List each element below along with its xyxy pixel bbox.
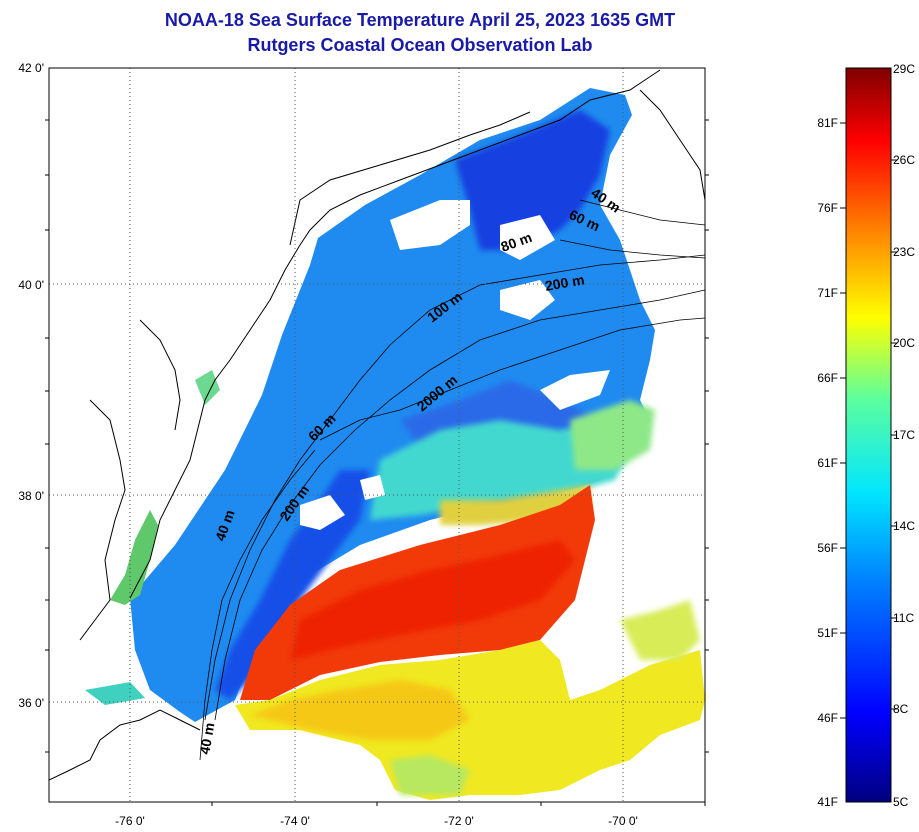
colorbar-f-label: 41F (817, 795, 838, 809)
colorbar-c-label: 23C (893, 245, 915, 259)
colorbar-celsius-labels: 29C 26C 23C 20C 17C 14C 11C 8C 5C (893, 62, 915, 809)
coast-segment (639, 89, 705, 201)
cold-patch-slope (215, 470, 370, 700)
axis-ticks (45, 119, 709, 806)
colorbar-c-label: 20C (893, 336, 915, 350)
colorbar-f-label: 66F (817, 371, 838, 385)
coast-segment (129, 69, 661, 599)
coast-segment (139, 319, 181, 431)
lat-label-42: 42 0' (18, 61, 44, 75)
lat-label-36: 36 0' (18, 696, 44, 710)
colorbar (845, 67, 892, 803)
colorbar-c-label: 5C (893, 795, 909, 809)
colorbar-f-label: 46F (817, 711, 838, 725)
colorbar-f-label: 56F (817, 541, 838, 555)
colorbar-fahrenheit-labels: 81F 76F 71F 66F 61F 56F 51F 46F 41F (817, 116, 838, 809)
lon-label-70: -70 0' (608, 814, 638, 828)
green-patch-south (390, 755, 470, 795)
cloud-gap (540, 370, 610, 410)
colorbar-f-label: 76F (817, 201, 838, 215)
isobath-label: 200 m (544, 271, 586, 294)
isobath-line (204, 254, 705, 721)
map-title: NOAA-18 Sea Surface Temperature April 25… (164, 10, 676, 30)
coast-segment (79, 399, 126, 641)
cloud-gap (360, 475, 385, 500)
sst-raster (85, 88, 705, 800)
colorbar-f-label: 81F (817, 116, 838, 130)
coast-segment (49, 709, 201, 781)
colorbar-f-label: 61F (817, 456, 838, 470)
isobath-line (199, 449, 316, 761)
graticule (49, 68, 705, 802)
colorbar-c-label: 11C (893, 611, 914, 625)
slope-water (370, 420, 630, 520)
warm-patch (250, 680, 470, 740)
isobath-line (559, 239, 705, 259)
delaware-bay (195, 370, 220, 405)
cloud-gap (500, 215, 555, 260)
colorbar-ticks (840, 122, 897, 719)
colorbar-c-label: 17C (893, 428, 915, 442)
albemarle-sound (85, 682, 145, 705)
coastline (49, 69, 705, 781)
gulf-stream-core (290, 540, 575, 660)
chesapeake-bay (110, 510, 158, 605)
coast-segment (289, 111, 531, 246)
colorbar-c-label: 8C (893, 702, 909, 716)
colorbar-f-label: 51F (817, 626, 838, 640)
lon-label-72: -72 0' (444, 814, 474, 828)
colorbar-c-label: 26C (893, 153, 915, 167)
longitude-labels: -76 0' -74 0' -72 0' -70 0' (115, 814, 638, 828)
isobaths (199, 199, 705, 761)
isobath-line (214, 289, 705, 721)
warm-patch-east (620, 600, 700, 660)
cloud-gap (500, 280, 555, 320)
colorbar-c-label: 14C (893, 519, 915, 533)
isobath-label: 40 m (196, 721, 217, 755)
lon-label-74: -74 0' (280, 814, 310, 828)
colorbar-c-label: 29C (893, 62, 915, 76)
isobath-line (579, 199, 705, 226)
cloud-gap (300, 495, 345, 530)
warm-slope-patch (570, 400, 655, 470)
latitude-labels: 42 0' 40 0' 38 0' 36 0' (18, 61, 44, 710)
colorbar-f-label: 71F (817, 286, 838, 300)
lat-label-40: 40 0' (18, 278, 44, 292)
lat-label-38: 38 0' (18, 489, 44, 503)
map-subtitle: Rutgers Coastal Ocean Observation Lab (247, 35, 593, 55)
isobath-line (319, 317, 705, 441)
cloud-gap (390, 200, 470, 250)
lon-label-76: -76 0' (115, 814, 145, 828)
cold-patch-north (455, 110, 610, 250)
